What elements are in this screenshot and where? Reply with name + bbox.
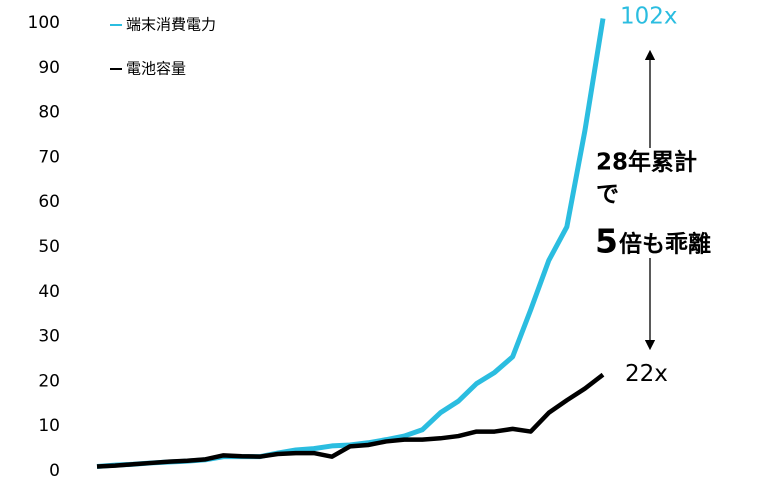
annotation: 28年累計 bbox=[596, 149, 697, 176]
y-tick-label: 90 bbox=[38, 58, 60, 78]
y-tick-label: 30 bbox=[38, 327, 60, 347]
y-tick-label: 0 bbox=[49, 461, 60, 481]
y-tick-label: 10 bbox=[38, 416, 60, 436]
series-line bbox=[96, 372, 605, 469]
y-tick-label: 50 bbox=[38, 237, 60, 257]
annotation: 5 bbox=[595, 222, 618, 261]
legend-label: 端末消費電力 bbox=[126, 16, 216, 34]
annotation: 倍も乖離 bbox=[619, 231, 711, 258]
end-label: 22x bbox=[625, 361, 668, 387]
y-tick-label: 20 bbox=[38, 371, 60, 391]
series-line bbox=[96, 18, 606, 470]
y-tick-label: 40 bbox=[38, 282, 60, 302]
legend-label: 電池容量 bbox=[126, 60, 186, 78]
y-tick-label: 70 bbox=[38, 147, 60, 167]
annotation: で bbox=[596, 182, 619, 208]
end-label: 102x bbox=[620, 4, 678, 30]
y-tick-label: 80 bbox=[38, 103, 60, 123]
y-tick-label: 100 bbox=[28, 13, 60, 33]
y-tick-label: 60 bbox=[38, 192, 60, 212]
